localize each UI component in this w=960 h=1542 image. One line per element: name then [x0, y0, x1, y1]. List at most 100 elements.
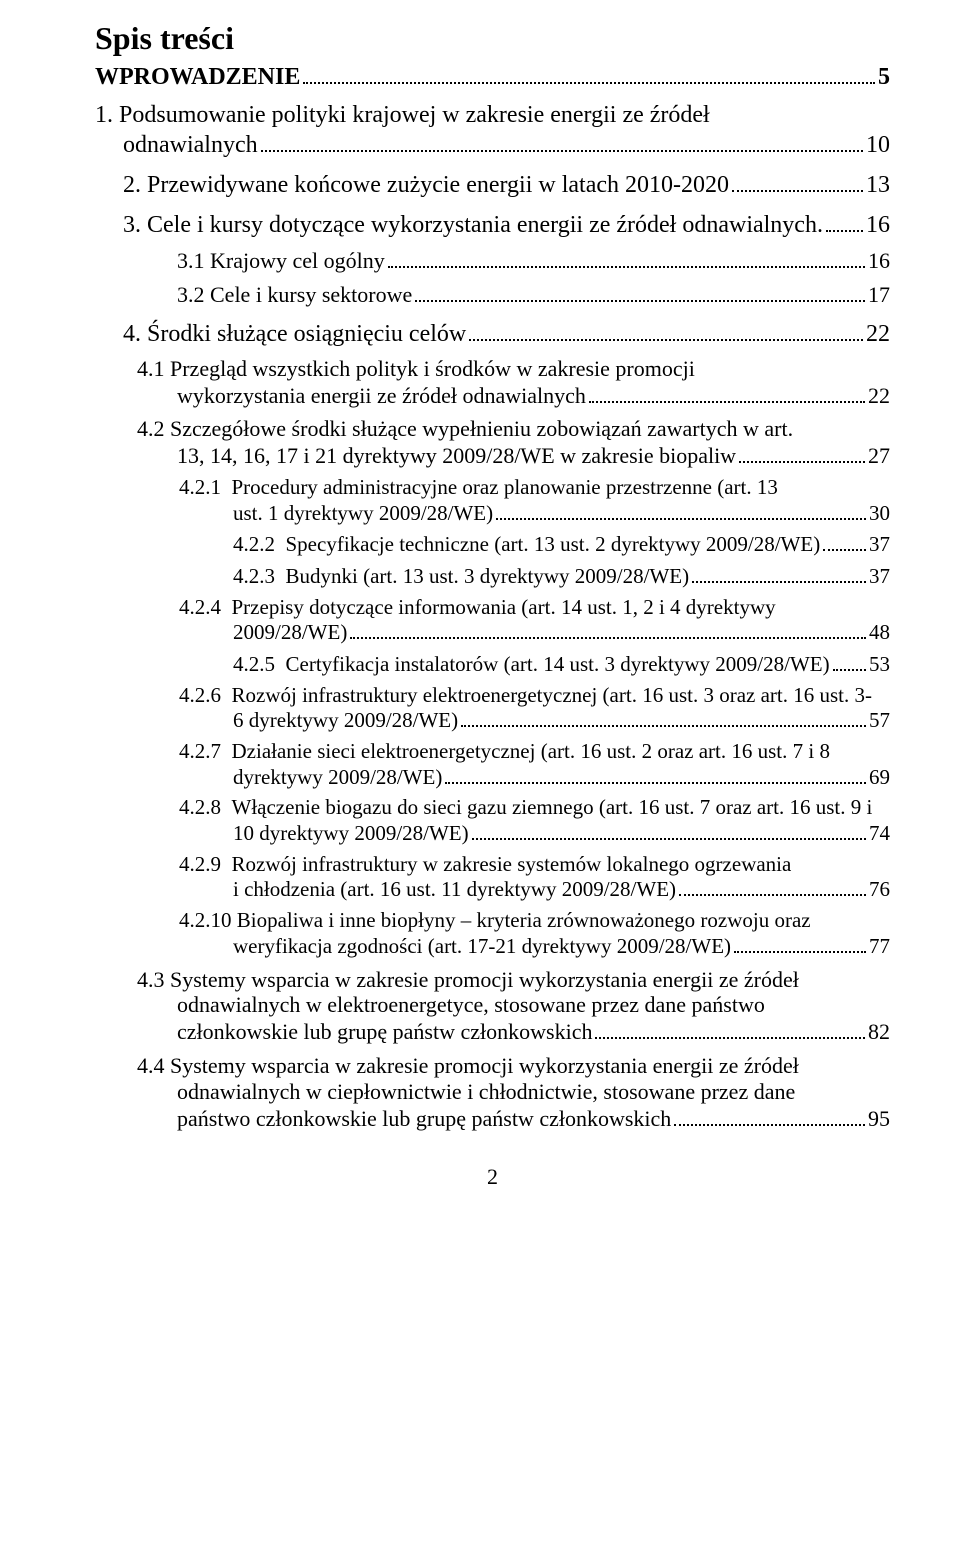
- toc-entry-page: 74: [869, 821, 890, 846]
- toc-entry-lastline: ust. 1 dyrektywy 2009/28/WE) 30: [233, 500, 890, 526]
- toc-entry-page: 95: [868, 1106, 890, 1132]
- toc-entry-text-pre: 4.2.8 Włączenie biogazu do sieci gazu zi…: [179, 795, 872, 819]
- toc-entry: 4.1 Przegląd wszystkich polityk i środkó…: [95, 356, 890, 409]
- toc-entry-lastline: weryfikacja zgodności (art. 17-21 dyrekt…: [233, 933, 890, 959]
- toc-entry: 4.2.6 Rozwój infrastruktury elektroenerg…: [95, 683, 890, 733]
- toc-leader-dots: [388, 247, 865, 268]
- toc-entry-lastline: 2. Przewidywane końcowe zużycie energii …: [123, 169, 890, 199]
- toc-leader-dots: [469, 318, 863, 340]
- toc-entry-text: 4. Środki służące osiągnięciu celów: [123, 320, 466, 348]
- toc-entry-lastline: 4. Środki służące osiągnięciu celów 22: [123, 318, 890, 348]
- toc-entry-text-pre: 4.2.10 Biopaliwa i inne biopłyny – kryte…: [179, 908, 811, 932]
- toc-entry-page: 13: [866, 171, 890, 199]
- toc-entry: 4.2 Szczegółowe środki służące wypełnien…: [95, 416, 890, 469]
- toc-entry-lastline: dyrektywy 2009/28/WE) 69: [233, 764, 890, 790]
- toc-entry-lastline: odnawialnych 10: [123, 130, 890, 160]
- toc-entry-lastline: 3. Cele i kursy dotyczące wykorzystania …: [123, 209, 890, 239]
- toc-entry-text-pre: 4.3 Systemy wsparcia w zakresie promocji…: [137, 967, 799, 1018]
- toc-entry-text: 13, 14, 16, 17 i 21 dyrektywy 2009/28/WE…: [177, 443, 736, 469]
- toc-entry: 2. Przewidywane końcowe zużycie energii …: [95, 169, 890, 199]
- toc-entry-text: weryfikacja zgodności (art. 17-21 dyrekt…: [233, 934, 731, 959]
- toc-entry-page: 76: [869, 877, 890, 902]
- toc-entry: 4.2.3 Budynki (art. 13 ust. 3 dyrektywy …: [95, 563, 890, 589]
- toc-entry-text: odnawialnych: [123, 131, 258, 159]
- toc-entry-text: 10 dyrektywy 2009/28/WE): [233, 821, 469, 846]
- toc-entry-text-pre: 4.2.7 Działanie sieci elektroenergetyczn…: [179, 739, 830, 763]
- toc-entry: 4.2.8 Włączenie biogazu do sieci gazu zi…: [95, 795, 890, 845]
- toc-entry: 1. Podsumowanie polityki krajowej w zakr…: [95, 101, 890, 159]
- toc-entry: 4.2.9 Rozwój infrastruktury w zakresie s…: [95, 852, 890, 902]
- toc-leader-dots: [823, 531, 866, 551]
- toc-entry-text-pre: 4.2 Szczegółowe środki służące wypełnien…: [137, 416, 793, 441]
- toc-leader-dots: [589, 382, 865, 403]
- toc-entry: 4.2.5 Certyfikacja instalatorów (art. 14…: [95, 651, 890, 677]
- toc-entry-text-pre: 1. Podsumowanie polityki krajowej w zakr…: [95, 102, 710, 128]
- toc-entry-page: 57: [869, 708, 890, 733]
- toc-entry-page: 16: [866, 211, 890, 239]
- toc-entry: 4.2.10 Biopaliwa i inne biopłyny – kryte…: [95, 908, 890, 958]
- toc-entry-text: 3.1 Krajowy cel ogólny: [177, 248, 385, 274]
- toc-leader-dots: [461, 707, 866, 727]
- toc-entry-text: WPROWADZENIE: [95, 63, 300, 91]
- toc-leader-dots: [595, 1018, 865, 1039]
- toc-entry: 3.1 Krajowy cel ogólny 16: [95, 247, 890, 274]
- toc-entry-text: członkowskie lub grupę państw członkowsk…: [177, 1019, 592, 1045]
- toc-entry-page: 27: [868, 443, 890, 469]
- toc-leader-dots: [833, 651, 866, 671]
- toc-entry-lastline: 13, 14, 16, 17 i 21 dyrektywy 2009/28/WE…: [177, 442, 890, 469]
- toc-entry-page: 16: [868, 248, 890, 274]
- toc-entry-page: 69: [869, 765, 890, 790]
- toc-entry-lastline: 3.2 Cele i kursy sektorowe 17: [177, 282, 890, 309]
- toc-entry: 4.2.2 Specyfikacje techniczne (art. 13 u…: [95, 531, 890, 557]
- toc-entry-page: 22: [866, 320, 890, 348]
- toc-entry-text-pre: 4.2.6 Rozwój infrastruktury elektroenerg…: [179, 683, 872, 707]
- toc-entry-text: 2009/28/WE): [233, 620, 347, 645]
- toc-entry: 4.4 Systemy wsparcia w zakresie promocji…: [95, 1053, 890, 1132]
- toc-entry-page: 48: [869, 620, 890, 645]
- toc-entry-text-pre: 4.4 Systemy wsparcia w zakresie promocji…: [137, 1053, 799, 1104]
- toc-leader-dots: [679, 877, 866, 897]
- toc-entry: 4.2.4 Przepisy dotyczące informowania (a…: [95, 595, 890, 645]
- toc-entry-lastline: 2009/28/WE) 48: [233, 619, 890, 645]
- toc-entry-text-pre: 4.1 Przegląd wszystkich polityk i środkó…: [137, 356, 695, 381]
- toc-entry-text: 4.2.2 Specyfikacje techniczne (art. 13 u…: [233, 532, 820, 557]
- toc-entry-lastline: i chłodzenia (art. 16 ust. 11 dyrektywy …: [233, 877, 890, 903]
- toc-entry-text: dyrektywy 2009/28/WE): [233, 765, 442, 790]
- toc-entry-page: 30: [869, 501, 890, 526]
- toc-leader-dots: [472, 820, 866, 840]
- toc-entry-lastline: 3.1 Krajowy cel ogólny 16: [177, 247, 890, 274]
- toc-entry-lastline: 4.2.5 Certyfikacja instalatorów (art. 14…: [233, 651, 890, 677]
- toc-entry-lastline: członkowskie lub grupę państw członkowsk…: [177, 1018, 890, 1045]
- page-number: 2: [95, 1164, 890, 1190]
- toc-entry: 4. Środki służące osiągnięciu celów 22: [95, 318, 890, 348]
- toc-entry-text: ust. 1 dyrektywy 2009/28/WE): [233, 501, 493, 526]
- toc-entry: 3.2 Cele i kursy sektorowe 17: [95, 282, 890, 309]
- toc-leader-dots: [739, 442, 865, 463]
- toc-entry-lastline: wykorzystania energii ze źródeł odnawial…: [177, 382, 890, 409]
- toc-entry-text: 3.2 Cele i kursy sektorowe: [177, 282, 412, 308]
- toc-entry-lastline: państwo członkowskie lub grupę państw cz…: [177, 1105, 890, 1132]
- toc-entry-page: 37: [869, 564, 890, 589]
- toc-container: WPROWADZENIE 5 1. Podsumowanie polityki kr…: [95, 62, 890, 1132]
- toc-entry-page: 37: [869, 532, 890, 557]
- toc-entry-page: 82: [868, 1019, 890, 1045]
- toc-leader-dots: [415, 282, 865, 303]
- toc-leader-dots: [692, 563, 866, 583]
- toc-entry-text-pre: 4.2.4 Przepisy dotyczące informowania (a…: [179, 595, 776, 619]
- toc-entry-page: 5: [878, 63, 890, 91]
- toc-entry-text: państwo członkowskie lub grupę państw cz…: [177, 1106, 671, 1132]
- toc-leader-dots: [826, 209, 863, 231]
- toc-leader-dots: [734, 933, 866, 953]
- toc-entry-text-pre: 4.2.9 Rozwój infrastruktury w zakresie s…: [179, 852, 791, 876]
- toc-entry-lastline: 6 dyrektywy 2009/28/WE)57: [233, 707, 890, 733]
- toc-entry-lastline: 4.2.3 Budynki (art. 13 ust. 3 dyrektywy …: [233, 563, 890, 589]
- toc-entry-page: 17: [868, 282, 890, 308]
- toc-entry: 4.2.1 Procedury administracyjne oraz pla…: [95, 475, 890, 525]
- toc-entry-page: 22: [868, 383, 890, 409]
- toc-entry-text-pre: 4.2.1 Procedury administracyjne oraz pla…: [179, 475, 778, 499]
- toc-title: Spis treści: [95, 20, 890, 58]
- toc-entry: WPROWADZENIE 5: [95, 62, 890, 92]
- toc-entry-page: 77: [869, 934, 890, 959]
- toc-entry: 4.3 Systemy wsparcia w zakresie promocji…: [95, 967, 890, 1046]
- toc-entry-page: 10: [866, 131, 890, 159]
